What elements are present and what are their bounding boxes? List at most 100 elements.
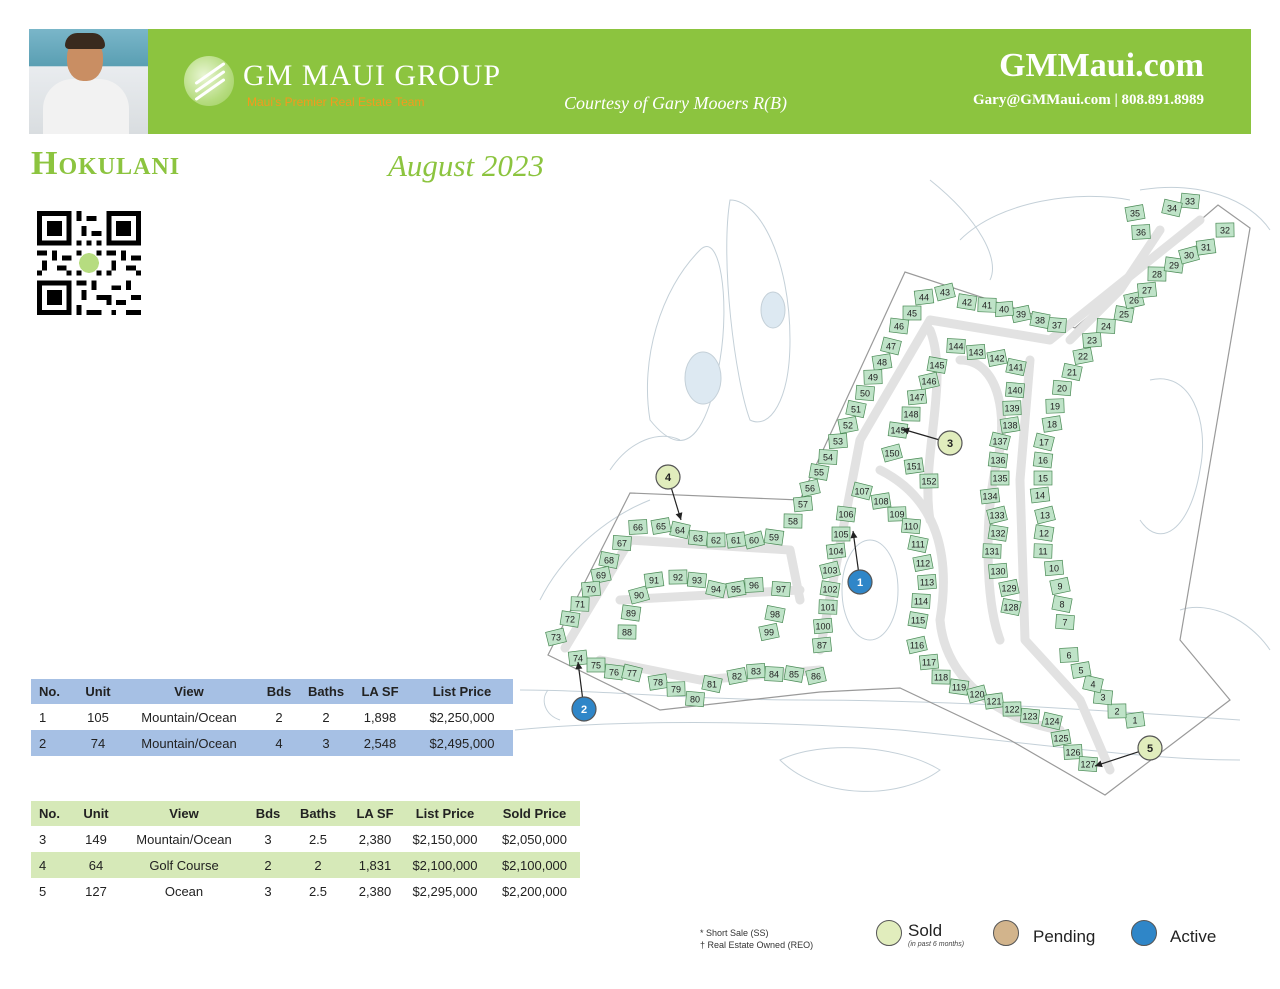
unit-lot[interactable]: 86	[805, 666, 827, 686]
unit-lot[interactable]: 33	[1179, 192, 1201, 210]
unit-lot[interactable]: 16	[1032, 451, 1054, 469]
unit-lot[interactable]: 118	[931, 669, 951, 685]
unit-lot[interactable]: 97	[771, 581, 791, 597]
unit-lot[interactable]: 148	[901, 406, 921, 422]
unit-lot[interactable]: 62	[706, 532, 726, 548]
unit-lot[interactable]: 117	[918, 653, 940, 671]
unit-lot[interactable]: 119	[948, 678, 970, 696]
unit-lot[interactable]: 7	[1055, 614, 1075, 630]
unit-lot[interactable]: 13	[1034, 505, 1056, 525]
unit-lot[interactable]: 80	[685, 690, 705, 708]
unit-lot[interactable]: 134	[979, 487, 1001, 505]
unit-lot[interactable]: 144	[946, 338, 966, 354]
unit-lot[interactable]: 50	[855, 384, 875, 402]
unit-lot[interactable]: 23	[1082, 332, 1102, 348]
unit-lot[interactable]: 21	[1061, 362, 1083, 382]
unit-lot[interactable]: 4	[1082, 674, 1104, 694]
unit-lot[interactable]: 138	[999, 416, 1021, 434]
unit-lot[interactable]: 123	[1019, 707, 1041, 725]
unit-lot[interactable]: 102	[819, 580, 841, 598]
unit-lot[interactable]: 59	[763, 528, 785, 546]
unit-lot[interactable]: 67	[612, 535, 632, 551]
unit-lot[interactable]: 52	[837, 416, 859, 434]
unit-lot[interactable]: 104	[825, 542, 847, 560]
unit-lot[interactable]: 70	[581, 580, 601, 598]
unit-lot[interactable]: 76	[603, 663, 625, 681]
unit-lot[interactable]: 140	[1005, 381, 1025, 399]
unit-lot[interactable]: 93	[686, 571, 708, 589]
unit-lot[interactable]: 145	[926, 356, 948, 374]
unit-lot[interactable]: 92	[668, 569, 688, 585]
unit-lot[interactable]: 113	[917, 574, 937, 590]
status-marker[interactable]: 3	[901, 427, 963, 456]
unit-lot[interactable]: 99	[758, 622, 780, 642]
unit-lot[interactable]: 108	[870, 492, 892, 510]
unit-lot[interactable]: 128	[1000, 598, 1022, 616]
unit-lot[interactable]: 27	[1136, 281, 1158, 299]
unit-lot[interactable]: 24	[1096, 318, 1116, 334]
unit-lot[interactable]: 87	[811, 636, 833, 654]
unit-lot[interactable]: 111	[907, 534, 929, 554]
unit-lot[interactable]: 31	[1195, 238, 1217, 256]
unit-lot[interactable]: 47	[880, 336, 902, 356]
unit-lot[interactable]: 120	[966, 684, 988, 704]
unit-lot[interactable]: 110	[901, 517, 921, 535]
unit-lot[interactable]: 141	[1005, 357, 1027, 377]
unit-lot[interactable]: 32	[1215, 222, 1235, 238]
unit-lot[interactable]: 46	[888, 317, 910, 335]
unit-lot[interactable]: 53	[828, 433, 848, 449]
unit-lot[interactable]: 84	[764, 666, 784, 682]
unit-lot[interactable]: 126	[1063, 744, 1083, 760]
unit-lot[interactable]: 75	[586, 657, 606, 673]
unit-lot[interactable]: 95	[725, 580, 747, 598]
unit-lot[interactable]: 68	[598, 551, 620, 569]
table-row[interactable]: 1 105 Mountain/Ocean 2 2 1,898 $2,250,00…	[31, 704, 513, 730]
unit-lot[interactable]: 65	[650, 517, 672, 535]
status-marker[interactable]: 2	[571, 661, 597, 722]
unit-lot[interactable]: 129	[998, 578, 1020, 598]
unit-lot[interactable]: 132	[987, 524, 1009, 542]
unit-lot[interactable]: 60	[743, 530, 765, 550]
qr-code[interactable]	[37, 211, 141, 315]
unit-lot[interactable]: 12	[1033, 524, 1055, 542]
unit-lot[interactable]: 63	[687, 529, 709, 547]
unit-lot[interactable]: 55	[808, 463, 830, 481]
unit-lot[interactable]: 5	[1070, 661, 1092, 679]
unit-lot[interactable]: 94	[705, 579, 727, 599]
unit-lot[interactable]: 88	[617, 624, 637, 640]
unit-lot[interactable]: 107	[851, 481, 873, 501]
unit-lot[interactable]: 18	[1041, 415, 1063, 433]
unit-lot[interactable]: 135	[990, 470, 1010, 486]
unit-lot[interactable]: 96	[744, 577, 764, 593]
unit-lot[interactable]: 82	[726, 667, 748, 685]
unit-lot[interactable]: 139	[1002, 400, 1022, 416]
unit-lot[interactable]: 64	[669, 520, 691, 540]
unit-lot[interactable]: 85	[783, 665, 805, 683]
unit-lot[interactable]: 17	[1033, 432, 1055, 452]
unit-lot[interactable]: 56	[799, 478, 821, 498]
unit-lot[interactable]: 79	[666, 681, 686, 697]
unit-lot[interactable]: 39	[1010, 304, 1032, 324]
unit-lot[interactable]: 9	[1049, 576, 1071, 596]
unit-lot[interactable]: 8	[1051, 595, 1073, 613]
table-row[interactable]: 5 127 Ocean 3 2.5 2,380 $2,295,000 $2,20…	[31, 878, 580, 904]
unit-lot[interactable]: 101	[818, 599, 838, 615]
unit-lot[interactable]: 83	[746, 663, 766, 679]
table-row[interactable]: 4 64 Golf Course 2 2 1,831 $2,100,000 $2…	[31, 852, 580, 878]
unit-lot[interactable]: 14	[1029, 486, 1051, 504]
unit-lot[interactable]: 40	[994, 300, 1014, 318]
unit-lot[interactable]: 146	[918, 371, 940, 391]
unit-lot[interactable]: 72	[559, 610, 581, 628]
website-link[interactable]: GMMaui.com	[999, 47, 1204, 84]
unit-lot[interactable]: 11	[1033, 543, 1053, 559]
unit-lot[interactable]: 143	[966, 344, 986, 360]
unit-lot[interactable]: 15	[1033, 470, 1053, 486]
unit-lot[interactable]: 125	[1050, 729, 1072, 747]
unit-lot[interactable]: 41	[977, 297, 997, 313]
unit-lot[interactable]: 22	[1072, 347, 1094, 365]
unit-lot[interactable]: 103	[819, 560, 841, 580]
unit-lot[interactable]: 35	[1124, 204, 1146, 222]
unit-lot[interactable]: 71	[570, 596, 590, 612]
unit-lot[interactable]: 114	[911, 593, 931, 609]
unit-lot[interactable]: 151	[903, 457, 925, 475]
